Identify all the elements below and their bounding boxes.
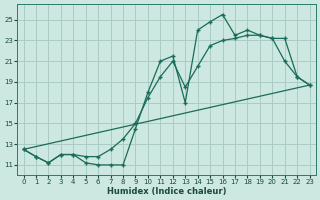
- X-axis label: Humidex (Indice chaleur): Humidex (Indice chaleur): [107, 187, 226, 196]
